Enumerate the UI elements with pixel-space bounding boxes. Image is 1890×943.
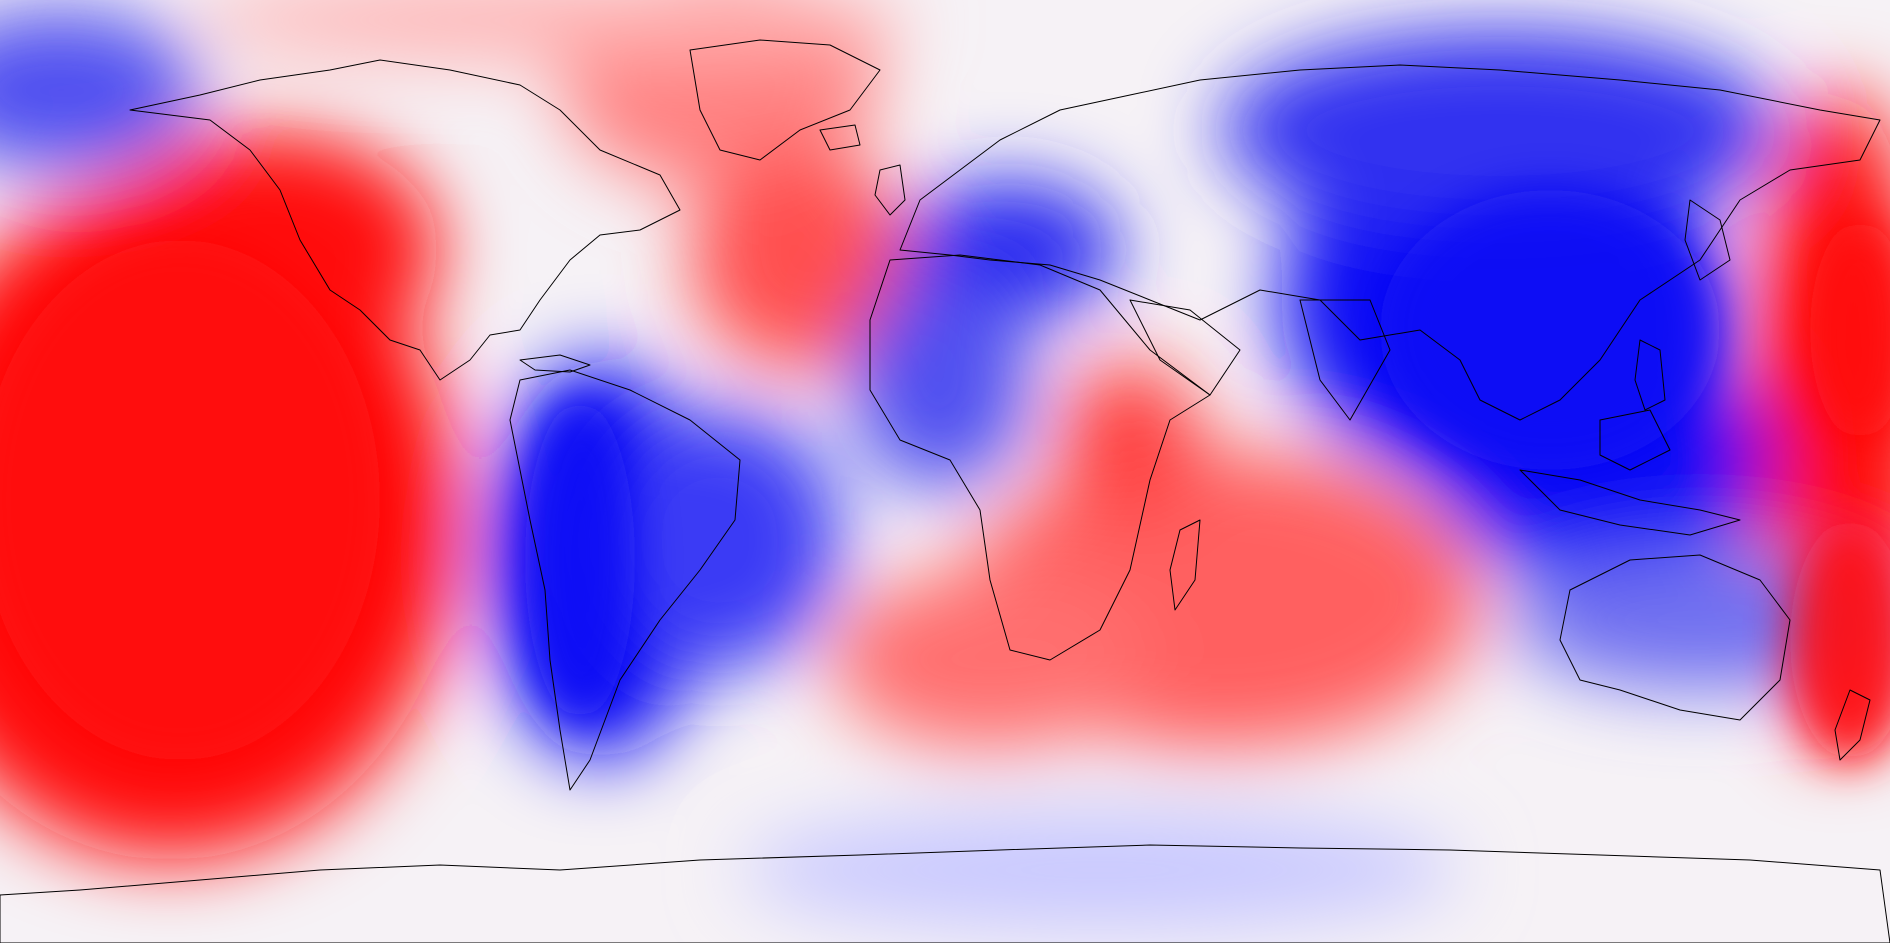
core-asia xyxy=(1380,190,1720,470)
cold-anomaly-alaska xyxy=(0,10,200,170)
warm-anomaly-east-africa xyxy=(1060,360,1200,520)
core-pacific xyxy=(0,240,380,760)
coastline-arabia xyxy=(1129,299,1241,396)
coastline-india xyxy=(1299,299,1391,421)
cold-anomaly-west-africa xyxy=(850,270,1030,490)
cold-anomaly-siberia xyxy=(1220,30,1780,230)
coastline-africa xyxy=(869,254,1211,661)
core-southeast-pacific xyxy=(1790,520,1890,760)
coastline-antarctica xyxy=(0,844,1890,943)
cold-anomaly-south-atlantic xyxy=(600,410,840,670)
coastline-new-zealand xyxy=(1834,689,1871,761)
coastline-indonesia xyxy=(1519,469,1741,536)
coastline-caribbean xyxy=(519,354,591,373)
core-south-america xyxy=(525,400,635,720)
warm-anomaly-arctic xyxy=(190,0,910,60)
coastline-borneo xyxy=(1599,409,1671,471)
coastline-japan xyxy=(1684,199,1731,281)
coastline-philippines xyxy=(1634,339,1666,411)
coastline-north-america xyxy=(129,59,681,381)
warm-anomaly-north-atlantic xyxy=(690,150,910,370)
coastline-madagascar xyxy=(1169,519,1201,611)
coastline-south-america xyxy=(509,369,741,791)
coastline-australia xyxy=(1559,554,1791,721)
coastline-british-isles xyxy=(874,164,906,216)
coastline-iceland xyxy=(819,124,861,151)
warm-anomaly-south-atlantic xyxy=(830,570,1150,750)
anomaly-cores xyxy=(0,190,1890,760)
coastlines xyxy=(0,39,1890,943)
cold-anomaly-antarctic xyxy=(740,810,1460,930)
coastline-eurasia xyxy=(899,64,1881,421)
core-east-pacific xyxy=(1810,220,1890,440)
coastline-greenland xyxy=(689,39,881,161)
